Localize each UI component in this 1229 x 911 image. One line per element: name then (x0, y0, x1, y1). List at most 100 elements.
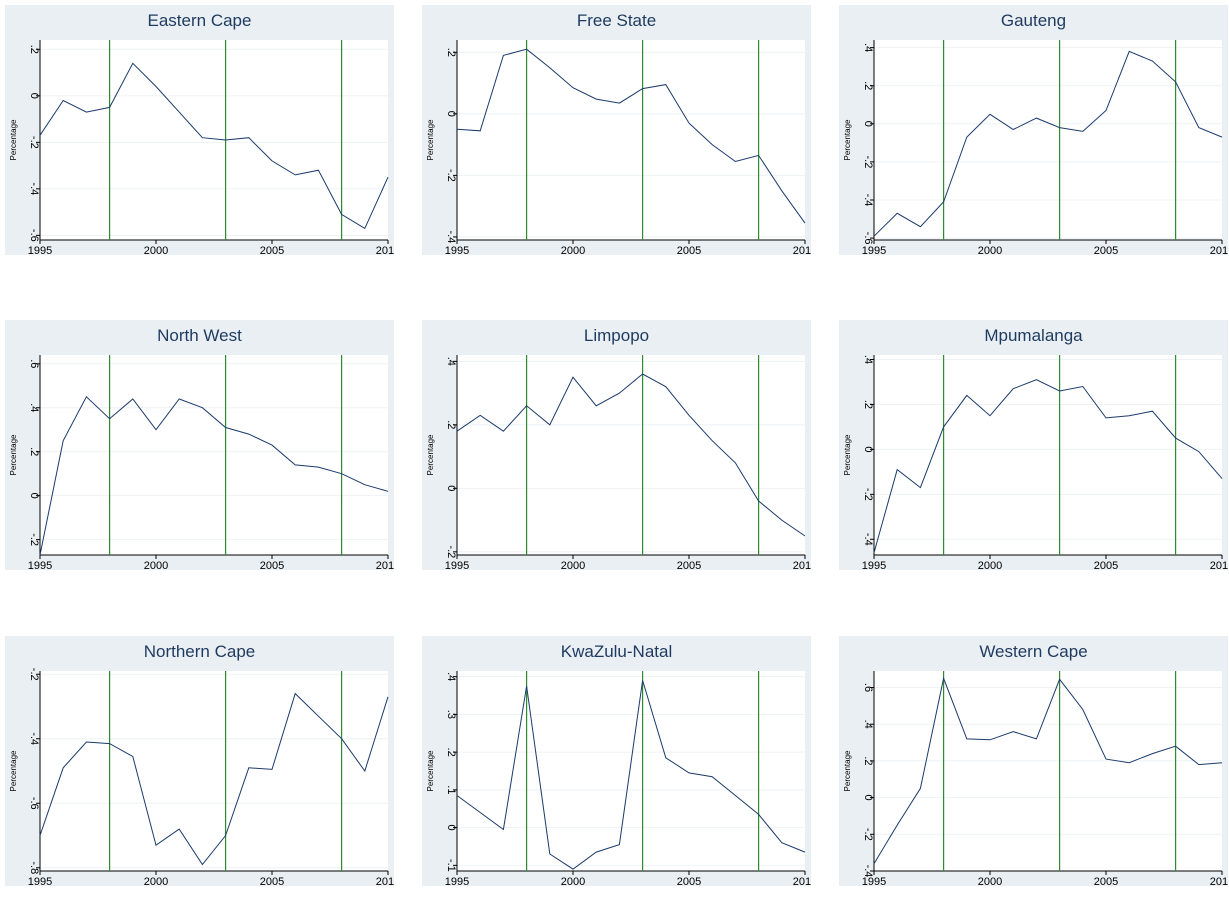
series-line (873, 676, 1223, 864)
y-tick-label: .2 (445, 48, 457, 57)
chart-panel-7: KwaZulu-Natal -.1 0 .1 .2 .3 .4 1995 2000 2005 201… (422, 636, 811, 886)
y-tick-label: 0 (445, 111, 457, 117)
y-tick-label: 0 (445, 485, 457, 491)
x-tick-label: 2010 (793, 560, 811, 570)
x-tick-label: 2000 (144, 245, 168, 255)
x-tick-label: 1995 (445, 245, 469, 255)
x-tick-label: 2000 (978, 245, 1002, 255)
x-tick-label: 2010 (1210, 560, 1228, 570)
y-tick-label: .2 (445, 420, 457, 429)
y-tick-label: .4 (862, 43, 874, 52)
y-tick-label: 0 (862, 795, 874, 801)
chart-panel-1: Free State-.4-.20.21995200020052010YearP… (422, 5, 811, 255)
y-axis-title: Percentage (426, 119, 435, 160)
y-tick-label: .2 (862, 756, 874, 765)
chart-title: Western Cape (979, 642, 1087, 661)
x-tick-label: 2005 (1094, 560, 1118, 570)
y-axis-title: Percentage (9, 750, 18, 791)
y-axis-title: Percentage (426, 750, 435, 791)
chart-title: Eastern Cape (148, 11, 252, 30)
y-tick-label: -.1 (445, 859, 457, 872)
plot-area (874, 40, 1222, 240)
y-tick-label: -.6 (28, 229, 40, 242)
chart-title: Mpumalanga (984, 326, 1083, 345)
y-tick-label: -.4 (862, 194, 874, 207)
x-tick-label: 2000 (978, 876, 1002, 886)
x-tick-label: 2010 (376, 560, 394, 570)
y-tick-label: .2 (862, 81, 874, 90)
x-tick-label: 1995 (28, 245, 52, 255)
chart-panel-2: Gauteng-.6-.4-.20.2.41995200020052010Yea… (839, 5, 1228, 255)
y-tick-label: .4 (862, 355, 874, 364)
x-tick-label: 2005 (260, 245, 284, 255)
chart-title: Free State (577, 11, 656, 30)
x-tick-label: 2000 (561, 245, 585, 255)
x-tick-label: 2005 (260, 560, 284, 570)
plot-area (874, 355, 1222, 555)
y-tick-label: -.2 (862, 488, 874, 501)
y-axis-title: Percentage (426, 434, 435, 475)
plot-area (40, 355, 388, 555)
y-tick-label: 0 (28, 93, 40, 99)
chart-panel-8: Western Cape -.4 -.2 0 .2 .4 .6 1995 2000 2005 201… (839, 636, 1228, 886)
y-tick-label: -.2 (445, 169, 457, 182)
x-tick-label: 2010 (793, 245, 811, 255)
chart-panel-6: Northern Cape -.8 -.6 -.4 -.2 1995 2000 2005 201… (5, 636, 394, 886)
y-tick-label: .6 (28, 359, 40, 368)
y-tick-label: .4 (445, 672, 457, 681)
chart-title: Northern Cape (144, 642, 256, 661)
x-tick-label: 2010 (793, 876, 811, 886)
y-tick-label: .2 (445, 748, 457, 757)
y-tick-label: -.2 (28, 533, 40, 546)
y-tick-label: -.2 (28, 136, 40, 149)
series-line (39, 395, 389, 556)
series-line (39, 692, 389, 866)
chart-title: Gauteng (1001, 11, 1066, 30)
series-line (456, 373, 806, 537)
chart-panel-0: Eastern Cape -.6 -.4 -.2 0 .2 1995 2000 2005 2010… (5, 5, 394, 255)
y-tick-label: .2 (28, 447, 40, 456)
x-tick-label: 1995 (28, 560, 52, 570)
y-tick-label: -.2 (445, 545, 457, 558)
x-tick-label: 2005 (260, 876, 284, 886)
chart-title: KwaZulu-Natal (561, 642, 673, 661)
y-axis-title: Percentage (843, 750, 852, 791)
series-line (456, 680, 806, 870)
chart-panel-3: North West-.20.2.4.61995200020052010Year… (5, 320, 394, 570)
plot-area (457, 355, 805, 555)
y-tick-label: -.4 (28, 732, 40, 745)
chart-panel-5: Mpumalanga-.4-.20.2.41995200020052010Yea… (839, 320, 1228, 570)
x-tick-label: 1995 (445, 560, 469, 570)
y-tick-label: .3 (445, 710, 457, 719)
y-tick-label: -.4 (28, 182, 40, 195)
y-axis-title: Percentage (9, 434, 18, 475)
x-tick-label: 1995 (862, 560, 886, 570)
y-tick-label: .4 (28, 403, 40, 412)
x-tick-label: 2005 (677, 560, 701, 570)
plot-area (457, 40, 805, 240)
series-line (39, 62, 389, 230)
y-tick-label: .4 (862, 720, 874, 729)
x-tick-label: 1995 (28, 876, 52, 886)
plot-area (874, 671, 1222, 871)
y-tick-label: 0 (862, 121, 874, 127)
y-tick-label: -.4 (862, 533, 874, 546)
x-tick-label: 2000 (561, 560, 585, 570)
x-tick-label: 2010 (376, 876, 394, 886)
x-tick-label: 2005 (1094, 876, 1118, 886)
x-tick-label: 2000 (561, 876, 585, 886)
x-tick-label: 2000 (978, 560, 1002, 570)
series-line (873, 379, 1223, 553)
y-tick-label: -.6 (862, 232, 874, 245)
x-tick-label: 2000 (144, 876, 168, 886)
x-tick-label: 1995 (862, 876, 886, 886)
y-axis-title: Percentage (843, 119, 852, 160)
x-tick-label: 2010 (1210, 245, 1228, 255)
y-axis-title: Percentage (9, 119, 18, 160)
y-tick-label: 0 (862, 446, 874, 452)
y-tick-label: .1 (445, 785, 457, 794)
x-tick-label: 2005 (677, 876, 701, 886)
y-tick-label: -.2 (862, 155, 874, 168)
plot-area (40, 40, 388, 240)
